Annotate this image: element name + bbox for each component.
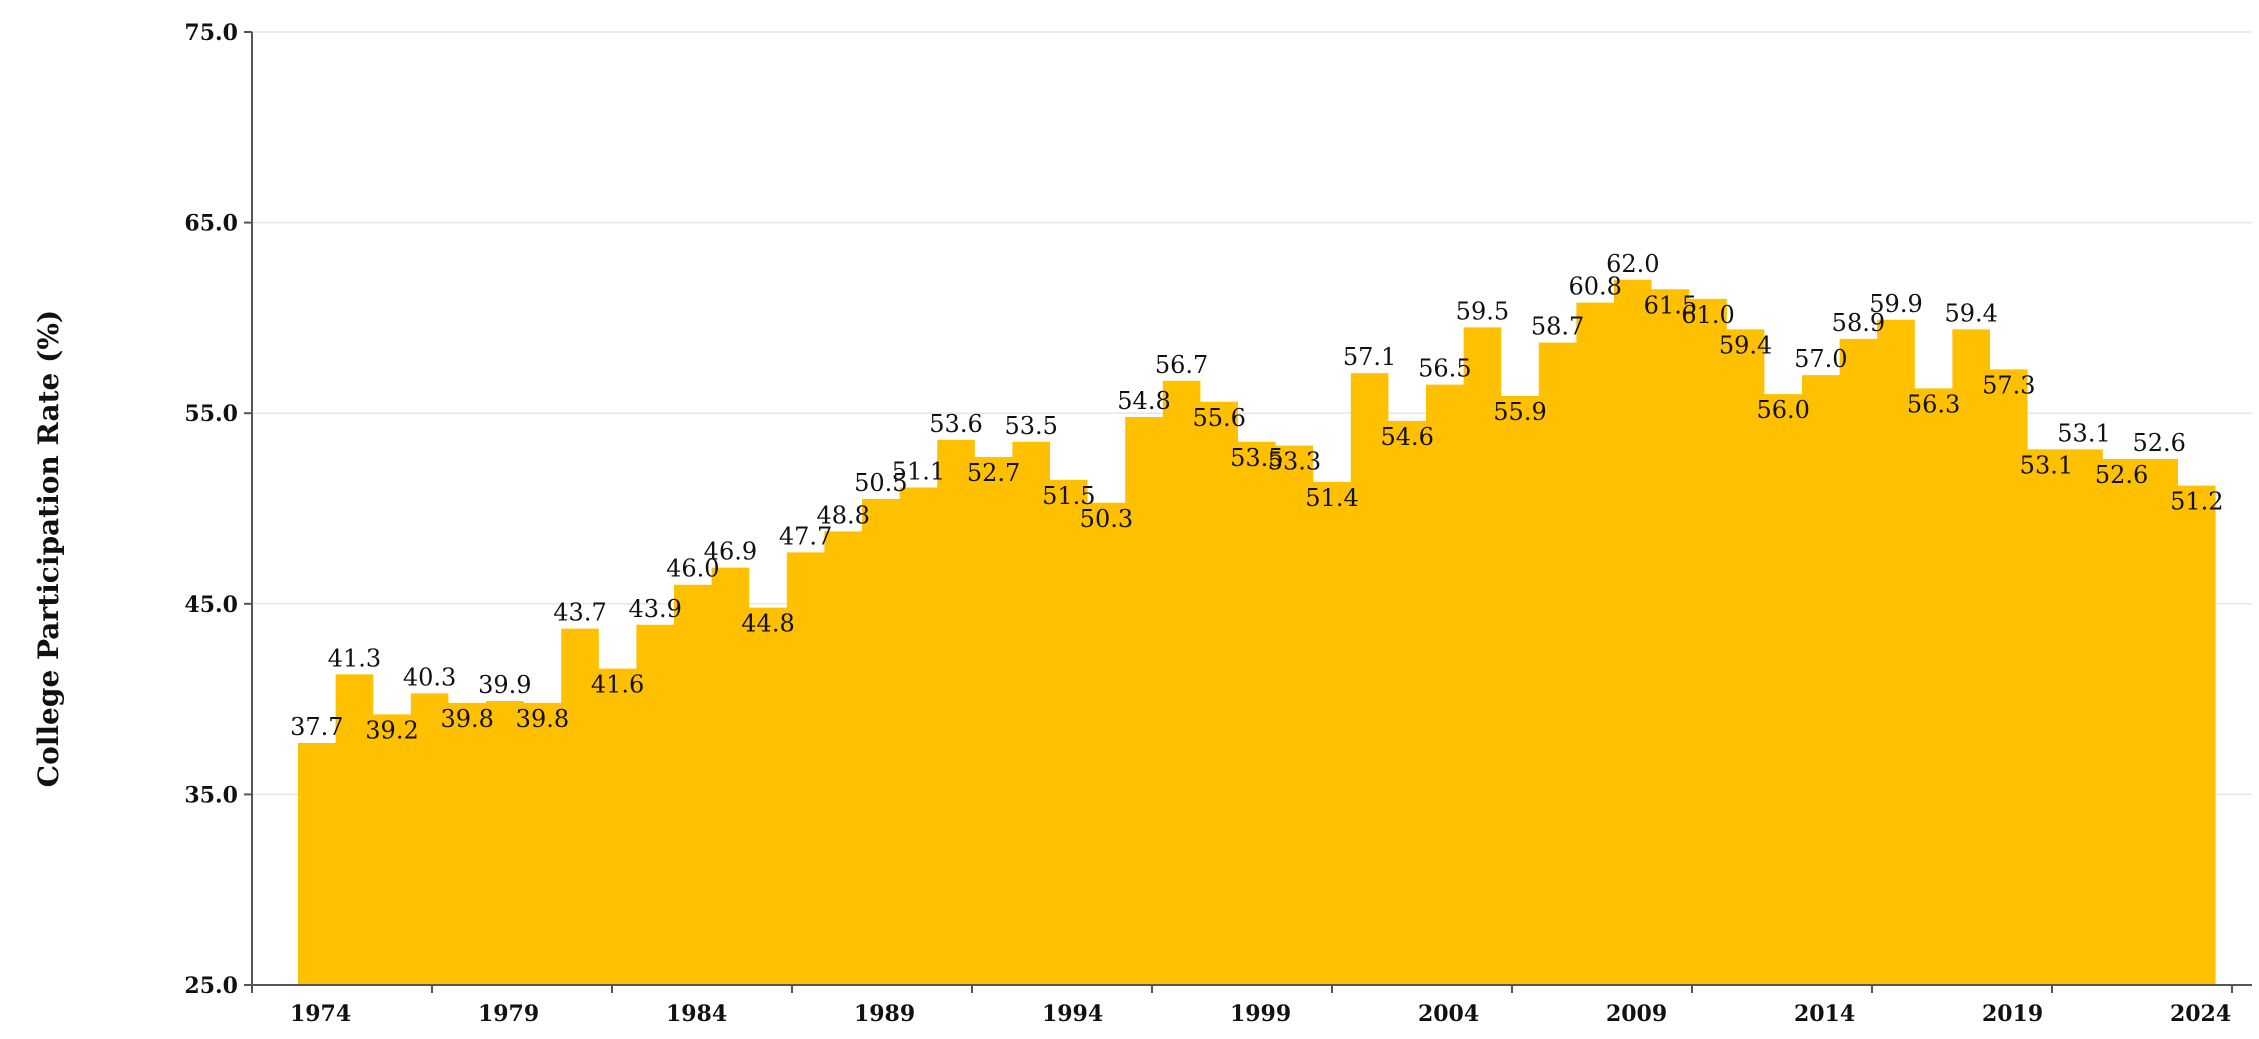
y-axis-title: College Participation Rate (%)	[32, 310, 65, 787]
x-tick-label: 1999	[1230, 1001, 1291, 1027]
data-label: 46.0	[666, 555, 719, 583]
data-label: 39.8	[516, 705, 569, 733]
area-layer	[298, 279, 2216, 985]
y-tick-label: 75.0	[184, 20, 238, 46]
data-label: 47.7	[779, 522, 832, 550]
x-tick-label: 1989	[854, 1001, 915, 1027]
data-label: 56.7	[1155, 351, 1208, 379]
data-label: 57.0	[1794, 345, 1847, 373]
data-label: 61.0	[1681, 301, 1734, 329]
data-label: 58.7	[1531, 313, 1584, 341]
data-label: 50.3	[1080, 505, 1133, 533]
data-label: 48.8	[816, 501, 869, 529]
data-label: 43.7	[553, 599, 606, 627]
data-label: 51.5	[1042, 482, 1095, 510]
x-tick-label: 2024	[2170, 1001, 2231, 1027]
data-label: 50.5	[854, 469, 907, 497]
x-axis-ticks: 1974 1979 1984 1989 1994 1999 2004 2009 2014 2019…	[251, 985, 2233, 1027]
area-series	[298, 279, 2216, 985]
data-label: 55.6	[1192, 404, 1245, 432]
data-label: 59.4	[1719, 331, 1772, 359]
data-label: 57.1	[1343, 343, 1396, 371]
data-label: 52.6	[2095, 461, 2148, 489]
data-label: 53.1	[2020, 451, 2073, 479]
data-label: 39.8	[440, 705, 493, 733]
data-label: 51.1	[892, 458, 945, 486]
data-label: 51.2	[2170, 488, 2223, 516]
data-label: 56.5	[1418, 355, 1471, 383]
data-label: 41.3	[328, 644, 381, 672]
data-label: 54.8	[1117, 387, 1170, 415]
data-label: 43.9	[628, 595, 681, 623]
x-tick-label: 1974	[290, 1001, 351, 1027]
data-label: 41.6	[591, 671, 644, 699]
data-label: 54.6	[1380, 423, 1433, 451]
y-tick-label: 55.0	[184, 401, 238, 427]
data-label: 53.3	[1268, 448, 1321, 476]
x-tick-label: 1979	[478, 1001, 539, 1027]
axes	[251, 32, 2252, 986]
data-label: 40.3	[403, 663, 456, 691]
data-label: 57.3	[1982, 371, 2035, 399]
y-axis-ticks: 25.0 35.0 45.0 55.0 65.0 75.0	[184, 20, 252, 999]
data-label: 51.4	[1305, 484, 1358, 512]
x-tick-label: 1994	[1042, 1001, 1103, 1027]
data-label: 59.5	[1456, 297, 1509, 325]
data-label: 53.1	[2057, 419, 2110, 447]
x-tick-label: 2004	[1418, 1001, 1479, 1027]
data-label: 39.2	[365, 716, 418, 744]
data-label: 60.8	[1568, 273, 1621, 301]
data-label: 58.9	[1832, 309, 1885, 337]
data-labels: 37.7 41.3 39.2 40.3 39.8 39.9 39.8 43.7 41.6 43.9…	[290, 250, 2223, 745]
data-label: 39.9	[478, 671, 531, 699]
x-tick-label: 2019	[1982, 1001, 2043, 1027]
x-tick-label: 2014	[1794, 1001, 1855, 1027]
y-tick-label: 25.0	[184, 973, 238, 999]
data-label: 53.5	[1230, 444, 1283, 472]
data-label: 59.4	[1944, 299, 1997, 327]
y-tick-label: 65.0	[184, 211, 238, 237]
y-tick-label: 35.0	[184, 782, 238, 808]
data-label: 53.5	[1004, 412, 1057, 440]
x-tick-label: 2009	[1606, 1001, 1667, 1027]
data-label: 56.0	[1756, 396, 1809, 424]
data-label: 37.7	[290, 713, 343, 741]
data-label: 52.7	[967, 459, 1020, 487]
data-label: 53.6	[929, 410, 982, 438]
data-label: 59.9	[1869, 290, 1922, 318]
y-tick-label: 45.0	[184, 592, 238, 618]
x-tick-label: 1984	[666, 1001, 727, 1027]
data-label: 56.3	[1907, 390, 1960, 418]
data-label: 44.8	[741, 610, 794, 638]
data-label: 62.0	[1606, 250, 1659, 278]
data-label: 61.5	[1644, 291, 1697, 319]
data-label: 52.6	[2132, 429, 2185, 457]
data-label: 55.9	[1493, 398, 1546, 426]
data-label: 46.9	[704, 538, 757, 566]
